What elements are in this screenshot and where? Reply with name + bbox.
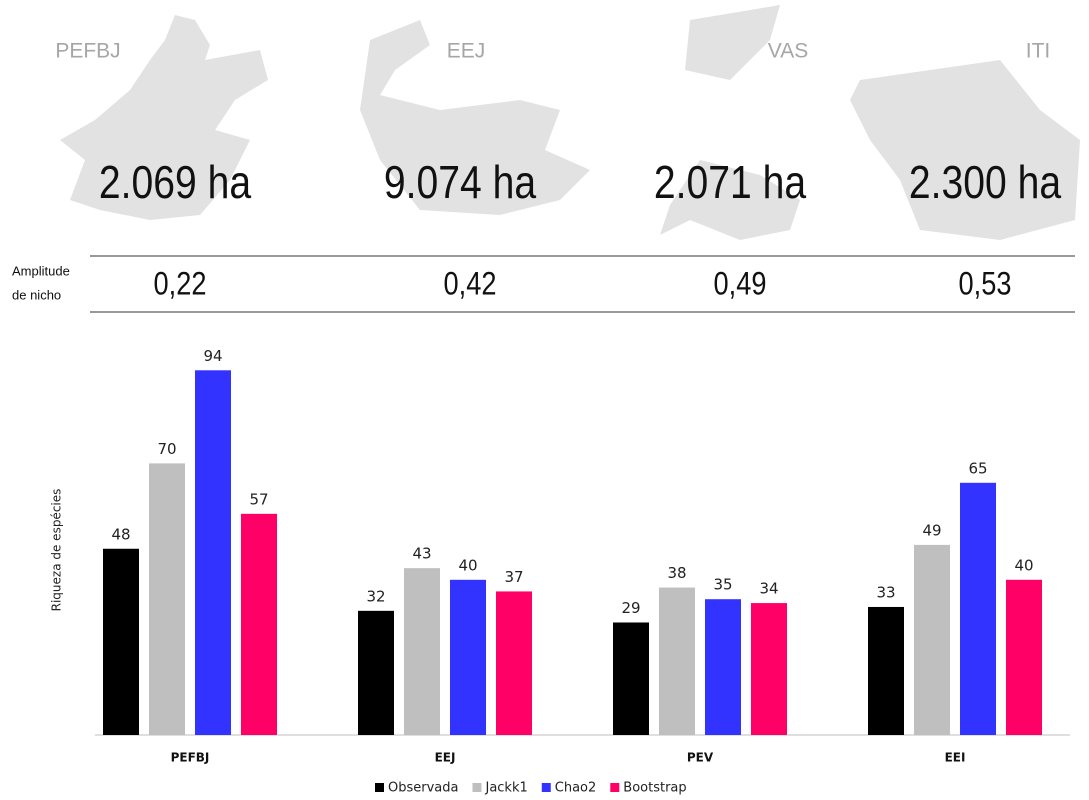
- value-label: 48: [111, 525, 130, 543]
- bar: [149, 463, 185, 735]
- niche-value: 0,22: [154, 266, 207, 302]
- bar: [914, 544, 950, 735]
- value-label: 65: [968, 459, 987, 477]
- legend-label: Jackk1: [484, 781, 527, 796]
- value-label: 38: [667, 564, 686, 582]
- value-label: 33: [876, 583, 895, 601]
- bar: [659, 587, 695, 735]
- legend-swatch: [472, 783, 482, 792]
- panel-area: 2.071 ha: [654, 157, 806, 209]
- value-label: 57: [249, 490, 268, 508]
- panel-area: 2.300 ha: [909, 157, 1061, 209]
- bar: [705, 599, 741, 735]
- x-tick-label: PEFBJ: [171, 751, 210, 765]
- value-label: 32: [366, 587, 385, 605]
- value-label: 35: [713, 576, 732, 594]
- bar: [960, 482, 996, 735]
- panel-name: PEFBJ: [55, 40, 120, 63]
- y-axis-label: Riqueza de espécies: [50, 489, 64, 612]
- panel-name: EEJ: [447, 40, 486, 63]
- value-label: 34: [759, 580, 778, 598]
- value-label: 49: [922, 521, 941, 539]
- value-label: 40: [458, 556, 477, 574]
- bar: [241, 513, 277, 735]
- value-label: 37: [504, 568, 523, 586]
- value-label: 40: [1014, 556, 1033, 574]
- legend-label: Observada: [388, 781, 458, 796]
- legend-label: Chao2: [555, 781, 597, 796]
- niche-value: 0,42: [444, 266, 497, 302]
- legend-label: Bootstrap: [623, 781, 686, 796]
- value-label: 70: [157, 440, 176, 458]
- panel-name: VAS: [768, 40, 808, 63]
- value-label: 29: [621, 599, 640, 617]
- x-tick-label: EEJ: [435, 751, 456, 765]
- value-label: 43: [412, 545, 431, 563]
- bar: [868, 606, 904, 735]
- panel-name: ITI: [1026, 40, 1051, 63]
- niche-value: 0,49: [714, 266, 767, 302]
- panel-area: 9.074 ha: [384, 157, 536, 209]
- legend-swatch: [375, 783, 384, 792]
- bar: [404, 568, 440, 735]
- niche-label: Amplitude: [12, 263, 70, 278]
- map-silhouettes: [60, 5, 1080, 240]
- niche-value: 0,53: [959, 266, 1012, 302]
- bar: [1006, 579, 1042, 735]
- panel-area: 2.069 ha: [99, 157, 251, 209]
- bar: [358, 610, 394, 735]
- value-label: 94: [203, 347, 222, 365]
- bar: [496, 591, 532, 735]
- bar: [613, 622, 649, 735]
- bar: [103, 548, 139, 735]
- legend-swatch: [610, 783, 620, 792]
- bar: [195, 370, 231, 735]
- bar: [450, 579, 486, 735]
- bar: [751, 603, 787, 735]
- x-tick-label: EEI: [945, 751, 966, 765]
- x-tick-label: PEV: [687, 751, 714, 765]
- niche-label: de nicho: [12, 287, 61, 302]
- legend-swatch: [541, 783, 551, 792]
